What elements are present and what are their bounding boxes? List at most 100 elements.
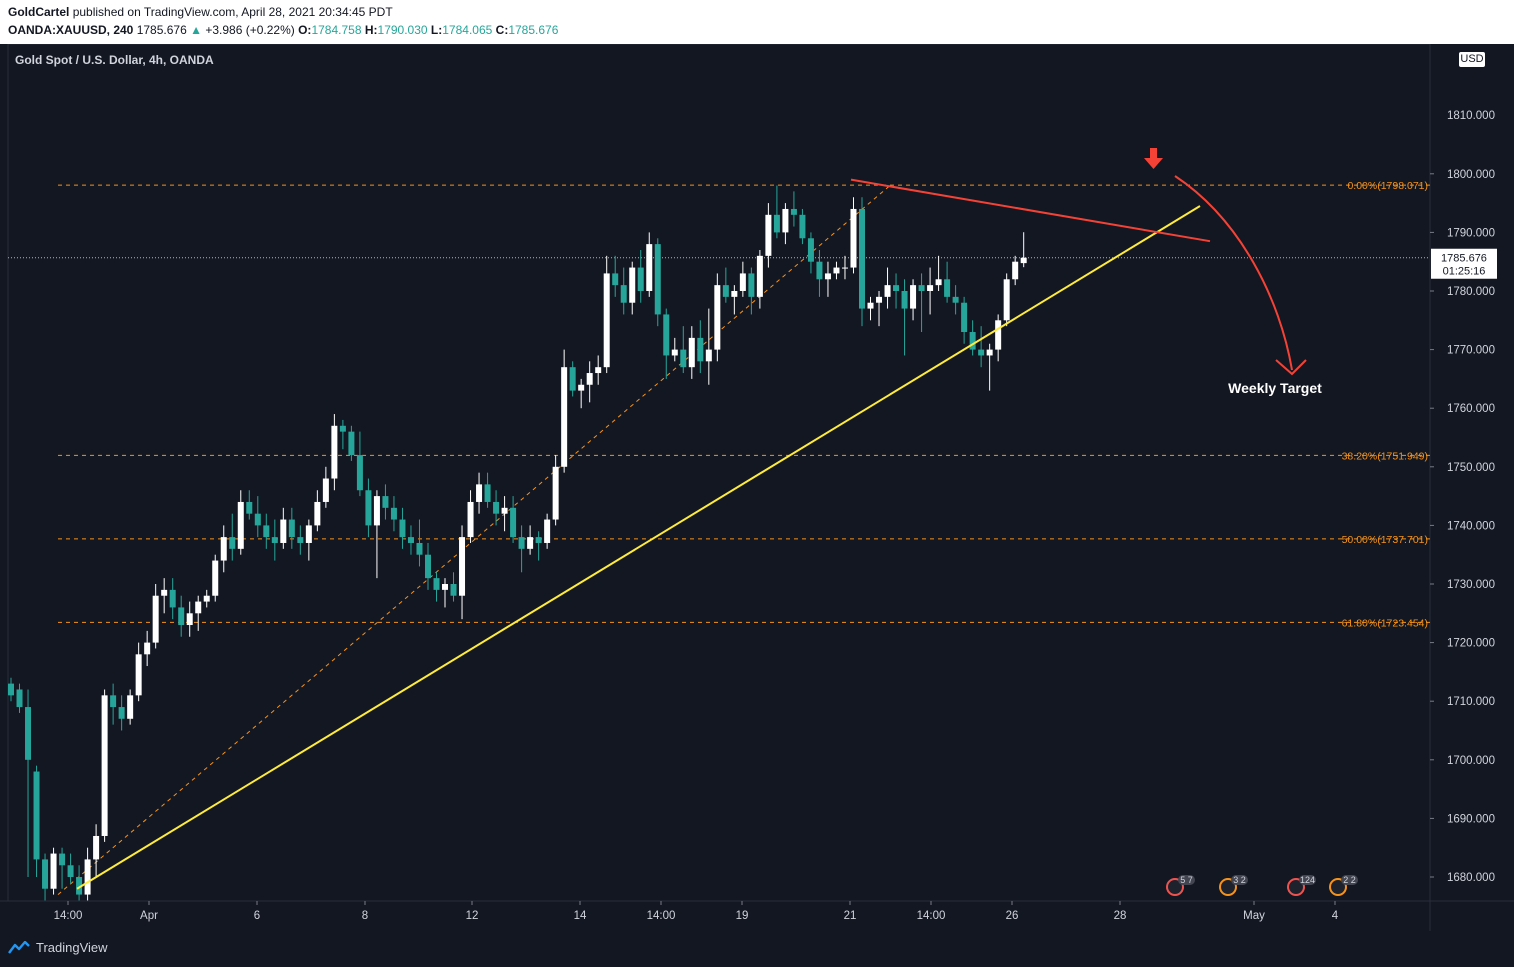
candle-body	[910, 285, 917, 309]
candle-body	[42, 859, 49, 889]
y-tick-label: 1720.000	[1447, 638, 1495, 650]
candle-body	[527, 537, 534, 549]
candle-body	[697, 337, 704, 362]
candle-body	[93, 835, 100, 860]
candle-body	[212, 560, 219, 596]
candle-body	[237, 501, 244, 549]
candle-body	[493, 501, 500, 514]
candle-body	[501, 507, 508, 514]
x-tick-label: 12	[466, 910, 479, 922]
high-value: 1790.030	[377, 23, 428, 37]
candle-body	[816, 261, 823, 280]
candle-body	[884, 285, 891, 297]
plot-frame	[7, 44, 1431, 902]
candle-body	[901, 291, 908, 309]
open-label: O:	[298, 23, 312, 37]
low-label: L:	[430, 23, 443, 37]
candle-body	[271, 537, 278, 543]
candle-body	[629, 267, 636, 303]
candle-body	[314, 501, 321, 526]
event-count-badge	[1231, 875, 1248, 885]
candle-body	[84, 859, 91, 895]
candle-body	[637, 267, 644, 291]
candle-body	[654, 244, 661, 315]
x-tick-label: 19	[736, 910, 749, 922]
symbol-line: OANDA:XAUUSD, 240 1785.676 ▲ +3.986 (+0.…	[8, 23, 558, 37]
candle-body	[595, 367, 602, 374]
open-value: 1784.758	[311, 23, 362, 37]
y-tick-label: 1710.000	[1447, 696, 1495, 708]
candle-body	[646, 244, 653, 291]
price-change: +3.986 (+0.22%)	[205, 23, 295, 37]
candle-body	[416, 542, 423, 555]
candle-body	[569, 367, 576, 391]
currency-badge[interactable]: USD	[1459, 52, 1485, 67]
y-tick-label: 1790.000	[1447, 227, 1495, 239]
candle-body	[612, 273, 619, 286]
candle-body	[893, 285, 900, 291]
candle-body	[705, 349, 712, 362]
x-tick-label: 21	[844, 910, 857, 922]
event-count-label: 3 2	[1233, 875, 1246, 885]
candle-body	[986, 349, 993, 356]
candle-body	[782, 208, 789, 233]
candle-body	[67, 865, 74, 877]
candle-body	[476, 484, 483, 502]
candle-body	[620, 285, 627, 303]
candle-body	[373, 496, 380, 526]
candle-body	[356, 455, 363, 491]
x-tick-label: 6	[254, 910, 260, 922]
candle-body	[220, 537, 227, 561]
candle-body	[833, 267, 840, 274]
x-tick-label: 14:00	[54, 910, 83, 922]
candle-body	[944, 279, 951, 297]
candle-body	[135, 654, 142, 696]
publish-line: GoldCartel published on TradingView.com,…	[8, 5, 393, 19]
event-count-badge	[1341, 875, 1358, 885]
candle-body	[424, 554, 431, 579]
last-price: 1785.676	[136, 23, 187, 37]
candle-body	[969, 332, 976, 350]
candle-body	[144, 642, 151, 655]
candle-body	[399, 519, 406, 538]
x-tick-label: 26	[1006, 910, 1019, 922]
projection-curve	[1174, 175, 1293, 371]
candle-body	[229, 537, 236, 549]
candle-body	[33, 771, 40, 860]
author-name[interactable]: GoldCartel	[8, 5, 70, 19]
y-tick-label: 1760.000	[1447, 403, 1495, 415]
fib-diagonal-line	[57, 185, 891, 895]
y-tick-label: 1730.000	[1447, 579, 1495, 591]
candle-body	[110, 695, 117, 708]
candle-body	[254, 513, 261, 526]
symbol-label: OANDA:XAUUSD, 240	[8, 23, 134, 37]
candle-body	[169, 589, 176, 608]
candle-body	[765, 214, 772, 256]
event-count-label: 124	[1300, 875, 1315, 885]
candle-body	[680, 349, 687, 368]
projection-arrowhead-icon	[1275, 359, 1307, 376]
x-tick-label: 14	[574, 910, 587, 922]
candle-body	[918, 285, 925, 291]
candle-body	[1020, 257, 1027, 264]
price-label-value: 1785.676	[1441, 253, 1487, 265]
candle-body	[859, 208, 865, 309]
price-chart[interactable]: Gold Spot / U.S. Dollar, 4h, OANDA1670.0…	[0, 44, 1514, 931]
y-tick-label: 1680.000	[1447, 872, 1495, 884]
tradingview-logo[interactable]: TradingView	[8, 940, 108, 955]
published-text: published on TradingView.com, April 28, …	[72, 5, 393, 19]
candle-body	[263, 525, 270, 538]
candle-body	[59, 853, 66, 866]
candle-body	[756, 255, 763, 297]
candle-body	[297, 537, 304, 543]
y-tick-label: 1770.000	[1447, 345, 1495, 357]
candle-body	[1003, 279, 1010, 321]
candle-body	[850, 208, 857, 268]
candle-body	[365, 490, 372, 526]
price-label-countdown: 01:25:16	[1443, 266, 1486, 278]
candle-body	[331, 425, 338, 479]
candle-body	[927, 285, 934, 291]
support-trendline	[76, 205, 1201, 890]
candle-body	[731, 291, 738, 297]
candle-body	[16, 689, 23, 708]
